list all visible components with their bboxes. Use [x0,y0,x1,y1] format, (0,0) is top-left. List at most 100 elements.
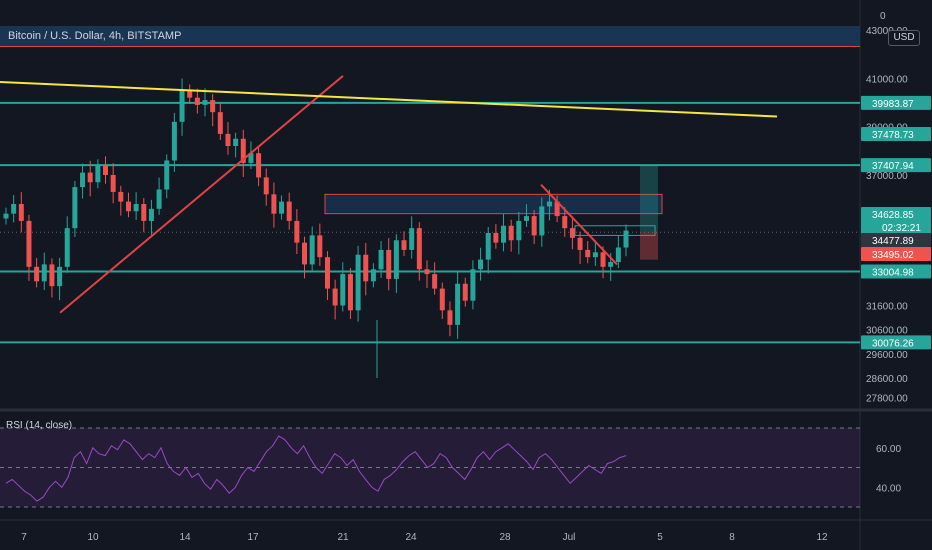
candle-body [539,206,545,236]
candle-body [279,201,285,214]
candle-body [332,288,338,306]
candle-body [516,220,522,241]
price-tag-value: 30076.26 [872,338,914,349]
candle-body [478,259,484,270]
candle-body [508,225,514,241]
candle-body [294,220,300,243]
candle-body [470,269,476,301]
red-trendline-down [540,183,618,266]
rsi-tick-label: 40.00 [876,483,901,494]
candle-body [64,228,70,267]
price-tag-countdown: 02:32:21 [882,223,921,234]
candle-body [41,264,47,282]
candle-body [125,201,131,212]
time-tick-label: 7 [21,532,27,543]
price-tag-value: 33004.98 [872,268,914,279]
candle-body [256,153,262,178]
candle-body [562,216,568,229]
candle-body [210,100,216,113]
candle-body [248,153,254,163]
stop-zone [640,232,658,260]
time-tick-label: 28 [499,532,511,543]
candle-body [240,138,246,163]
candle-body [26,220,32,267]
candle-body [194,97,200,105]
candle-body [148,208,154,221]
price-tag [861,207,931,235]
time-tick-label: 17 [247,532,259,543]
rsi-label-text: RSI (14, close) [6,420,73,431]
price-tag-value: 37407.94 [872,161,914,172]
rsi-band [0,428,860,507]
candle-body [439,288,445,311]
candle-body [577,237,583,250]
price-tick-label: 31600.00 [866,302,908,313]
candle-body [57,266,63,287]
candle-body [608,262,614,267]
candle-body [409,228,415,250]
candle-body [370,269,376,282]
candle-body [263,177,269,195]
time-tick-label: 24 [405,532,417,543]
time-tick-label: 21 [337,532,349,543]
candle-body [87,172,93,183]
candle-body [118,191,124,202]
candle-body [302,242,308,265]
candle-body [72,187,78,229]
candle-body [164,160,170,190]
candle-body [49,264,55,287]
candle-body [623,230,629,248]
candle-body [340,274,346,306]
price-tag [861,247,931,261]
candle-body [233,138,239,146]
price-tag-value: 34628.85 [872,210,914,221]
candle-body [493,233,499,243]
price-tag-value: 33495.02 [872,250,914,261]
candle-body [386,249,392,279]
price-tick-label: 30600.00 [866,326,908,337]
candle-body [592,252,598,258]
candle-body [11,204,17,214]
candle-body [187,90,193,98]
price-tag [861,95,931,110]
candle-body [393,240,399,279]
rsi-line [5,435,627,502]
price-tag [861,233,931,247]
candle-body [523,216,529,221]
candle-body [34,266,40,282]
candle-body [156,189,162,209]
price-scale-top-label: 0 [880,11,886,22]
candle-body [347,274,353,311]
candle-body [531,216,537,236]
time-tick-label: 8 [729,532,735,543]
resistance-zone [324,193,663,215]
candle-body [378,249,384,270]
time-tick-label: 12 [816,532,828,543]
candle-body [202,100,208,105]
candle-body [225,133,231,146]
price-tick-label: 27800.00 [866,393,908,404]
price-tag [861,158,931,173]
candle-body [462,283,468,301]
time-tick-label: Jul [563,532,576,543]
currency-badge[interactable]: USD [888,30,920,46]
price-tick-label: 37000.00 [866,171,908,182]
price-tag-value: 39983.87 [872,99,914,110]
price-tag [861,127,931,141]
candle-body [171,121,177,161]
candle-body [133,204,139,212]
price-tick-label: 41000.00 [866,74,908,85]
candle-body [554,201,560,217]
rsi-indicator-label[interactable]: RSI (14, close) [6,420,72,431]
candle-body [324,257,330,289]
yellow-trendline [0,80,778,118]
symbol-header-bar [0,26,860,47]
candle-body [416,228,422,270]
time-tick-label: 5 [657,532,663,543]
candle-body [363,254,369,282]
price-tag-value: 37478.73 [872,130,914,141]
price-tick-label: 29600.00 [866,350,908,361]
candle-body [585,249,591,258]
price-tick-label: 28600.00 [866,374,908,385]
